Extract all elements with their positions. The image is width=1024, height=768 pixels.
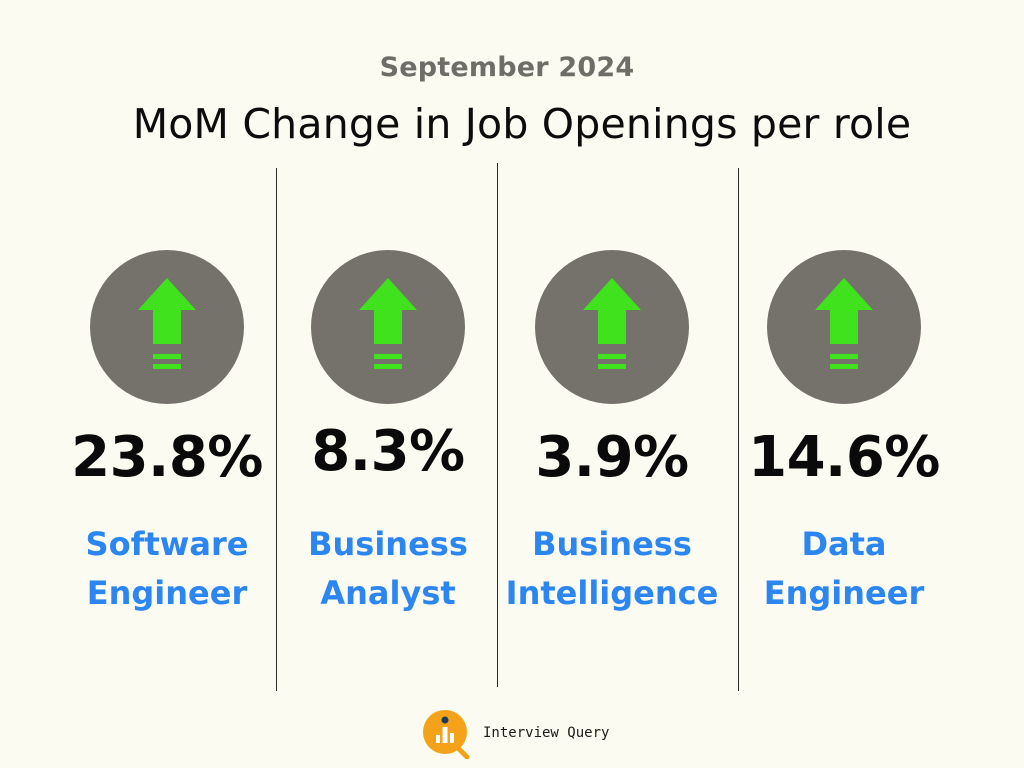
- divider: [276, 168, 277, 691]
- percent-change: 3.9%: [535, 425, 689, 490]
- arrow-up-icon: [90, 250, 244, 404]
- arrow-up-icon: [311, 250, 465, 404]
- divider: [497, 163, 498, 687]
- role-label-line2: Intelligence: [505, 574, 719, 612]
- role-label: Software Engineer: [47, 520, 287, 618]
- arrow-up-icon: [535, 250, 689, 404]
- role-card-data-engineer: 14.6% Data Engineer: [724, 250, 964, 618]
- role-label-line2: Engineer: [86, 574, 248, 612]
- role-label-line1: Data: [801, 525, 887, 563]
- subtitle: September 2024: [379, 52, 635, 83]
- brand-logo: Interview Query: [421, 707, 609, 759]
- divider: [738, 168, 739, 691]
- arrow-up-icon: [767, 250, 921, 404]
- percent-change: 8.3%: [311, 419, 465, 484]
- role-label: Data Engineer: [724, 520, 964, 618]
- role-label: Business Intelligence: [492, 520, 732, 618]
- brand-name: Interview Query: [483, 725, 610, 741]
- percent-change: 14.6%: [748, 425, 940, 490]
- role-label-line1: Business: [532, 525, 692, 563]
- role-card-business-analyst: 8.3% Business Analyst: [268, 250, 508, 618]
- role-label-line1: Software: [85, 525, 249, 563]
- percent-change: 23.8%: [71, 425, 263, 490]
- role-label-line2: Analyst: [320, 574, 456, 612]
- interview-query-logo-icon: [423, 710, 470, 759]
- role-card-business-intelligence: 3.9% Business Intelligence: [492, 250, 732, 618]
- role-label-line2: Engineer: [763, 574, 925, 612]
- page-title: MoM Change in Job Openings per role: [132, 100, 912, 148]
- role-label-line1: Business: [308, 525, 468, 563]
- role-card-software-engineer: 23.8% Software Engineer: [47, 250, 287, 618]
- role-label: Business Analyst: [268, 520, 508, 618]
